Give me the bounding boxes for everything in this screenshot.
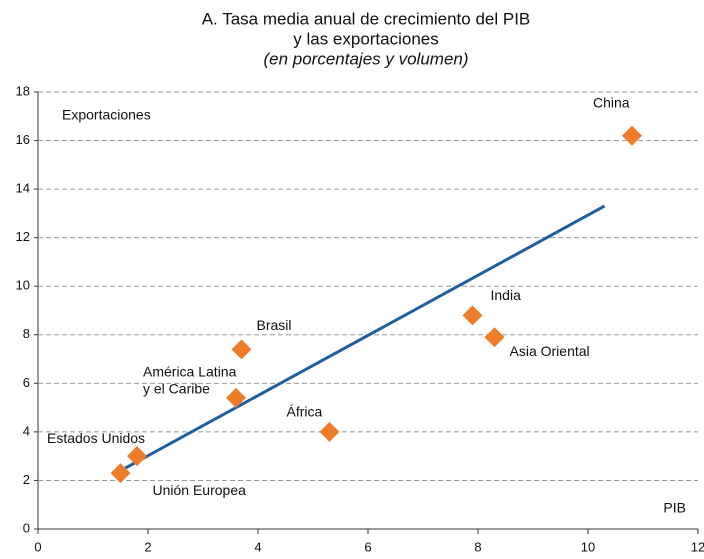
point-label: África — [287, 404, 323, 420]
y-tick-label: 4 — [23, 423, 30, 438]
x-tick-label: 4 — [254, 539, 261, 554]
x-tick-label: 8 — [474, 539, 481, 554]
point — [319, 421, 340, 442]
y-tick-label: 0 — [23, 520, 30, 535]
chart-title: A. Tasa media anual de crecimiento del P… — [202, 9, 531, 28]
y-tick-label: 8 — [23, 326, 30, 341]
point-label: India — [491, 287, 522, 303]
y-tick-label: 2 — [23, 472, 30, 487]
y-tick-label: 16 — [16, 132, 30, 147]
point-label: China — [593, 94, 630, 110]
x-tick-label: 0 — [34, 539, 41, 554]
point — [462, 305, 483, 326]
point-label: América Latina — [143, 364, 237, 380]
point — [484, 327, 505, 348]
trend-line — [119, 204, 606, 473]
chart-title: y las exportaciones — [293, 29, 439, 48]
point — [110, 463, 131, 484]
x-tick-label: 2 — [144, 539, 151, 554]
y-axis-label: Exportaciones — [62, 107, 151, 123]
x-tick-label: 6 — [364, 539, 371, 554]
chart-subtitle: (en porcentajes y volumen) — [263, 49, 468, 68]
point — [127, 446, 147, 467]
x-axis-label: PIB — [663, 500, 686, 516]
point — [231, 339, 252, 360]
x-tick-label: 12 — [691, 539, 704, 554]
point — [622, 125, 642, 146]
y-tick-label: 14 — [16, 181, 30, 196]
y-tick-label: 6 — [23, 375, 30, 390]
y-tick-label: 10 — [16, 278, 30, 293]
point-label: Unión Europea — [153, 482, 247, 498]
point-label: Brasil — [257, 317, 292, 333]
y-tick-label: 12 — [16, 229, 30, 244]
point-label: y el Caribe — [143, 381, 210, 397]
point-label: Estados Unidos — [47, 430, 145, 446]
y-tick-label: 18 — [16, 83, 30, 98]
point — [226, 387, 246, 408]
x-tick-label: 10 — [581, 539, 595, 554]
point-label: Asia Oriental — [510, 343, 590, 359]
